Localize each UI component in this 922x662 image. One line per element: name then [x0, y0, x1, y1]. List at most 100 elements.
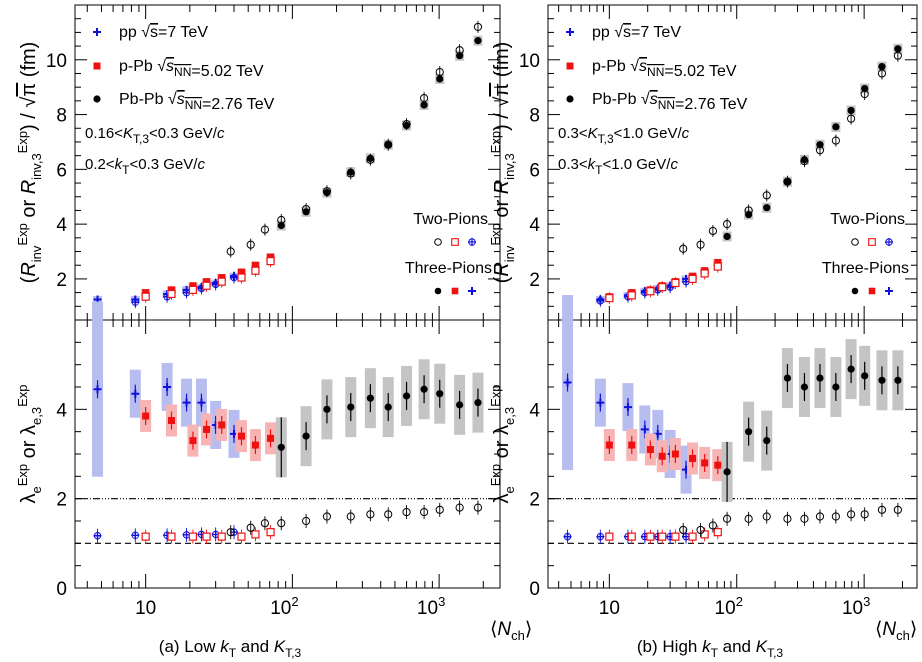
group-label-three-pions: Three-Pions [822, 260, 909, 277]
lower-ppb-three-point [628, 442, 635, 449]
lower-ytick-label: 0 [529, 579, 540, 600]
lower-ppb-three-point [267, 435, 274, 442]
lower-ppb-three-point [701, 459, 708, 466]
lower-pp-two-point [596, 533, 604, 541]
lower-ppb-three-point [252, 442, 259, 449]
lower-ppb-two-point [218, 533, 225, 540]
annotation-kT: 0.2<kT<0.3 GeV/c [85, 156, 205, 177]
lower-pp-two-point [131, 531, 139, 539]
lower-ppb-two-point [672, 533, 679, 540]
legend-marker-pbpb [566, 95, 573, 102]
lower-pbpb-three-point [278, 444, 285, 451]
annotation-KT3: 0.16<KT,3<0.3 GeV/c [85, 125, 225, 146]
annotation-KT3: 0.3<KT,3<1.0 GeV/c [558, 125, 690, 146]
lower-y-axis-label: λeExp or λe,3Exp [15, 384, 44, 503]
xtick-label-100: 102 [715, 594, 743, 619]
lower-ppb-three-point [238, 433, 245, 440]
lower-ppb-three-point [714, 462, 721, 469]
two-pions-ppb-icon [452, 239, 459, 246]
xtick-label-10: 10 [135, 598, 156, 619]
lower-pbpb-three-point [367, 395, 374, 402]
legend-marker-ppb [567, 63, 574, 70]
lower-pbpb-three-point [861, 372, 868, 379]
legend-marker-pp [566, 28, 574, 36]
lower-ppb-two-point [189, 533, 196, 540]
lower-ppb-two-point [238, 533, 245, 540]
lower-pbpb-three-point [456, 401, 463, 408]
lower-pbpb-three-point [784, 374, 791, 381]
lower-ppb-three-point [672, 451, 679, 458]
two-pions-pp-icon [468, 238, 476, 246]
lower-ppb-three-point [203, 426, 210, 433]
lower-ppb-three-point [659, 453, 666, 460]
lower-pbpb-three-point [894, 377, 901, 384]
upper-ppb-two-point [218, 278, 225, 285]
lower-ppb-three-point [218, 421, 225, 428]
upper-ppb-two-point [672, 280, 679, 287]
lower-ppb-two-point [168, 533, 175, 540]
lower-pbpb-three-point [878, 377, 885, 384]
lower-ppb-three-point [689, 455, 696, 462]
legend-label-0: pp √s=7 TeV [119, 24, 208, 41]
xtick-label-100: 102 [270, 594, 298, 619]
lower-y-axis-label: λeExp or λe,3Exp [488, 384, 517, 503]
group-label-three-pions: Three-Pions [405, 260, 492, 277]
lower-ppb-two-point [714, 529, 721, 536]
lower-ppb-three-point [189, 437, 196, 444]
lower-pbpb-three-point [323, 406, 330, 413]
lower-ppb-two-point [606, 533, 613, 540]
upper-ppb-two-point [252, 267, 259, 274]
upper-y-axis-label: (RinvExp or Rinv,3Exp) / √π (fm) [15, 42, 44, 284]
upper-ppb-two-point [606, 295, 613, 302]
three-pions-pp-icon [885, 287, 893, 295]
upper-ppb-two-point [647, 288, 654, 295]
upper-ytick-label: 2 [56, 270, 67, 291]
lower-ytick-label: 4 [529, 400, 540, 421]
lower-pbpb-three-point [723, 468, 730, 475]
lower-ppb-two-point [628, 533, 635, 540]
caption-b: (b) High kT and KT,3 [637, 637, 784, 660]
lower-pp-two-point [94, 532, 102, 540]
legend: pp √s=7 TeV p-Pb √sNN=5.02 TeV Pb-Pb √sNN=… [566, 24, 748, 113]
lower-ppb-three-point [142, 413, 149, 420]
upper-y-axis-label-text: (RinvExp or Rinv,3Exp) / √π (fm) [488, 42, 517, 284]
three-pions-ppb-icon [869, 288, 876, 295]
lower-ppb-two-point [659, 533, 666, 540]
legend-marker-pbpb [93, 95, 100, 102]
lower-pbpb-three-point [816, 374, 823, 381]
lower-ppb-two-point [689, 533, 696, 540]
legend-marker-ppb [94, 63, 101, 70]
panel-a: 2 4 6 8 10 0 2 4 10 102 103 ⟨Nch⟩ (RinvExp or Rinv,3… [15, 5, 532, 660]
three-pions-pbpb-icon [852, 288, 859, 295]
three-pions-pp-icon [468, 287, 476, 295]
upper-ytick-label: 4 [56, 215, 67, 236]
upper-ytick-label: 6 [529, 160, 540, 181]
lower-pbpb-three-point [347, 404, 354, 411]
three-pions-pbpb-icon [435, 288, 442, 295]
legend-label-2: Pb-Pb √sNN=2.76 TeV [119, 91, 275, 113]
upper-ppb-two-point [714, 263, 721, 270]
lower-ytick-label: 2 [56, 490, 67, 511]
lower-pp-two-point [564, 533, 572, 541]
upper-pbpb-three-point [723, 233, 730, 240]
lower-y-axis-label-text: λeExp or λe,3Exp [15, 384, 44, 503]
lower-ppb-two-point [203, 533, 210, 540]
lower-ppb-two-point [701, 531, 708, 538]
lower-pbpb-three-point [801, 383, 808, 390]
two-pions-pbpb-icon [852, 239, 859, 246]
lower-pbpb-three-point [763, 437, 770, 444]
lower-pbpb-three-point [302, 433, 309, 440]
lower-ppb-three-point [168, 417, 175, 424]
annotation-kT: 0.3<kT<1.0 GeV/c [558, 156, 678, 177]
upper-ppb-two-point [628, 292, 635, 299]
upper-ppb-two-point [142, 293, 149, 300]
upper-y-axis-label: (RinvExp or Rinv,3Exp) / √π (fm) [488, 42, 517, 284]
lower-ytick-label: 0 [56, 579, 67, 600]
upper-ppb-two-point [168, 290, 175, 297]
group-label-two-pions: Two-Pions [830, 211, 905, 228]
upper-ytick-label: 10 [46, 51, 67, 72]
lower-pbpb-three-point [847, 366, 854, 373]
caption-a: (a) Low kT and KT,3 [159, 637, 302, 660]
xtick-label-10: 10 [599, 598, 620, 619]
upper-ytick-label: 4 [529, 215, 540, 236]
